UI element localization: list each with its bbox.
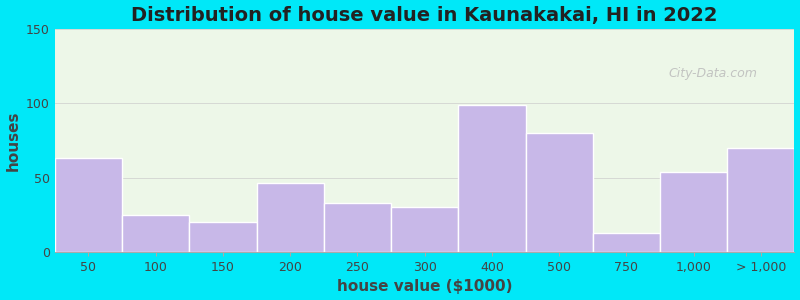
Bar (257, 184, 324, 252)
Bar (526, 133, 593, 252)
X-axis label: house value ($1000): house value ($1000) (337, 279, 512, 294)
Title: Distribution of house value in Kaunakakai, HI in 2022: Distribution of house value in Kaunakaka… (131, 6, 718, 25)
Bar (122, 215, 190, 252)
Bar (391, 207, 458, 252)
Bar (55, 158, 122, 252)
Y-axis label: houses: houses (6, 110, 21, 171)
Bar (190, 222, 257, 252)
Bar (458, 105, 526, 252)
Bar (727, 148, 794, 252)
Bar (324, 203, 391, 252)
Bar (593, 232, 660, 252)
Bar (660, 172, 727, 252)
Text: City-Data.com: City-Data.com (669, 67, 758, 80)
